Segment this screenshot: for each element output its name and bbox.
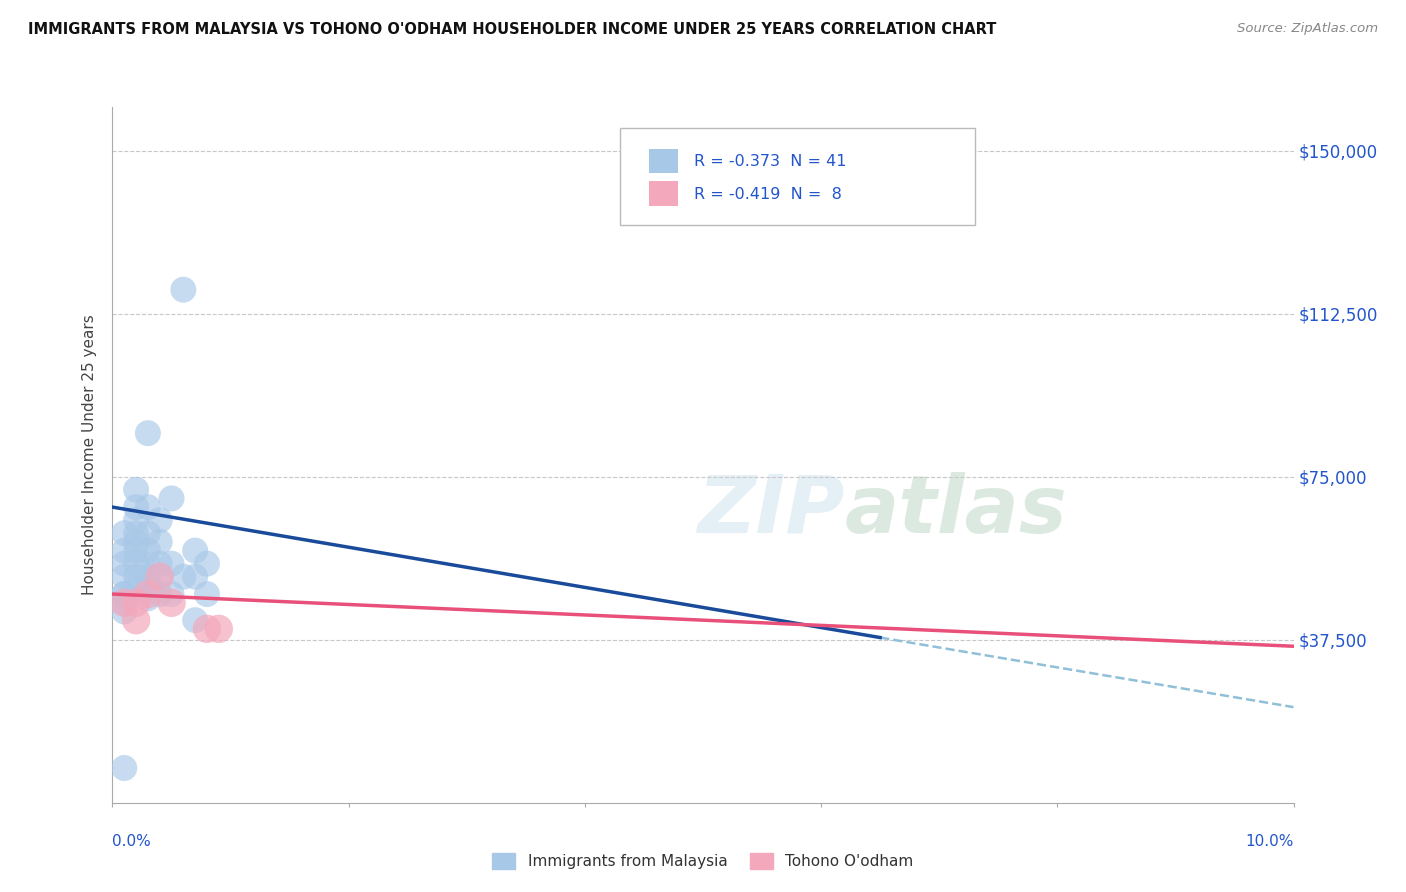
Y-axis label: Householder Income Under 25 years: Householder Income Under 25 years	[82, 315, 97, 595]
Text: ZIP: ZIP	[697, 472, 845, 549]
Point	[208, 622, 231, 636]
Point	[136, 426, 159, 441]
Point	[112, 543, 135, 558]
Point	[195, 557, 218, 571]
Point	[149, 570, 172, 584]
Point	[125, 543, 148, 558]
Point	[149, 513, 172, 527]
FancyBboxPatch shape	[648, 181, 678, 206]
Point	[160, 596, 183, 610]
Point	[136, 587, 159, 601]
Text: 0.0%: 0.0%	[112, 834, 152, 849]
Point	[112, 596, 135, 610]
Point	[125, 596, 148, 610]
Point	[136, 591, 159, 606]
Point	[112, 557, 135, 571]
Point	[125, 613, 148, 627]
Point	[184, 543, 207, 558]
Point	[172, 570, 194, 584]
Point	[149, 587, 172, 601]
FancyBboxPatch shape	[648, 149, 678, 173]
Point	[112, 587, 135, 601]
Point	[112, 761, 135, 775]
Point	[136, 578, 159, 592]
Point	[136, 570, 159, 584]
FancyBboxPatch shape	[620, 128, 974, 226]
Point	[160, 587, 183, 601]
Point	[136, 500, 159, 514]
Point	[184, 613, 207, 627]
Point	[160, 557, 183, 571]
Point	[195, 622, 218, 636]
Point	[195, 587, 218, 601]
Point	[125, 526, 148, 541]
Point	[125, 570, 148, 584]
Point	[125, 535, 148, 549]
Text: Source: ZipAtlas.com: Source: ZipAtlas.com	[1237, 22, 1378, 36]
Point	[112, 605, 135, 619]
Legend: Immigrants from Malaysia, Tohono O'odham: Immigrants from Malaysia, Tohono O'odham	[486, 847, 920, 875]
Point	[125, 500, 148, 514]
Point	[149, 535, 172, 549]
Text: atlas: atlas	[845, 472, 1067, 549]
Text: R = -0.373  N = 41: R = -0.373 N = 41	[693, 153, 846, 169]
Point	[184, 570, 207, 584]
Point	[125, 513, 148, 527]
Point	[125, 578, 148, 592]
Point	[112, 526, 135, 541]
Point	[125, 483, 148, 497]
Point	[172, 283, 194, 297]
Point	[112, 596, 135, 610]
Point	[160, 491, 183, 506]
Point	[136, 543, 159, 558]
Point	[149, 570, 172, 584]
Point	[136, 526, 159, 541]
Text: 10.0%: 10.0%	[1246, 834, 1294, 849]
Point	[136, 557, 159, 571]
Text: IMMIGRANTS FROM MALAYSIA VS TOHONO O'ODHAM HOUSEHOLDER INCOME UNDER 25 YEARS COR: IMMIGRANTS FROM MALAYSIA VS TOHONO O'ODH…	[28, 22, 997, 37]
Text: R = -0.419  N =  8: R = -0.419 N = 8	[693, 186, 841, 202]
Point	[112, 570, 135, 584]
Point	[125, 557, 148, 571]
Point	[112, 587, 135, 601]
Point	[149, 557, 172, 571]
